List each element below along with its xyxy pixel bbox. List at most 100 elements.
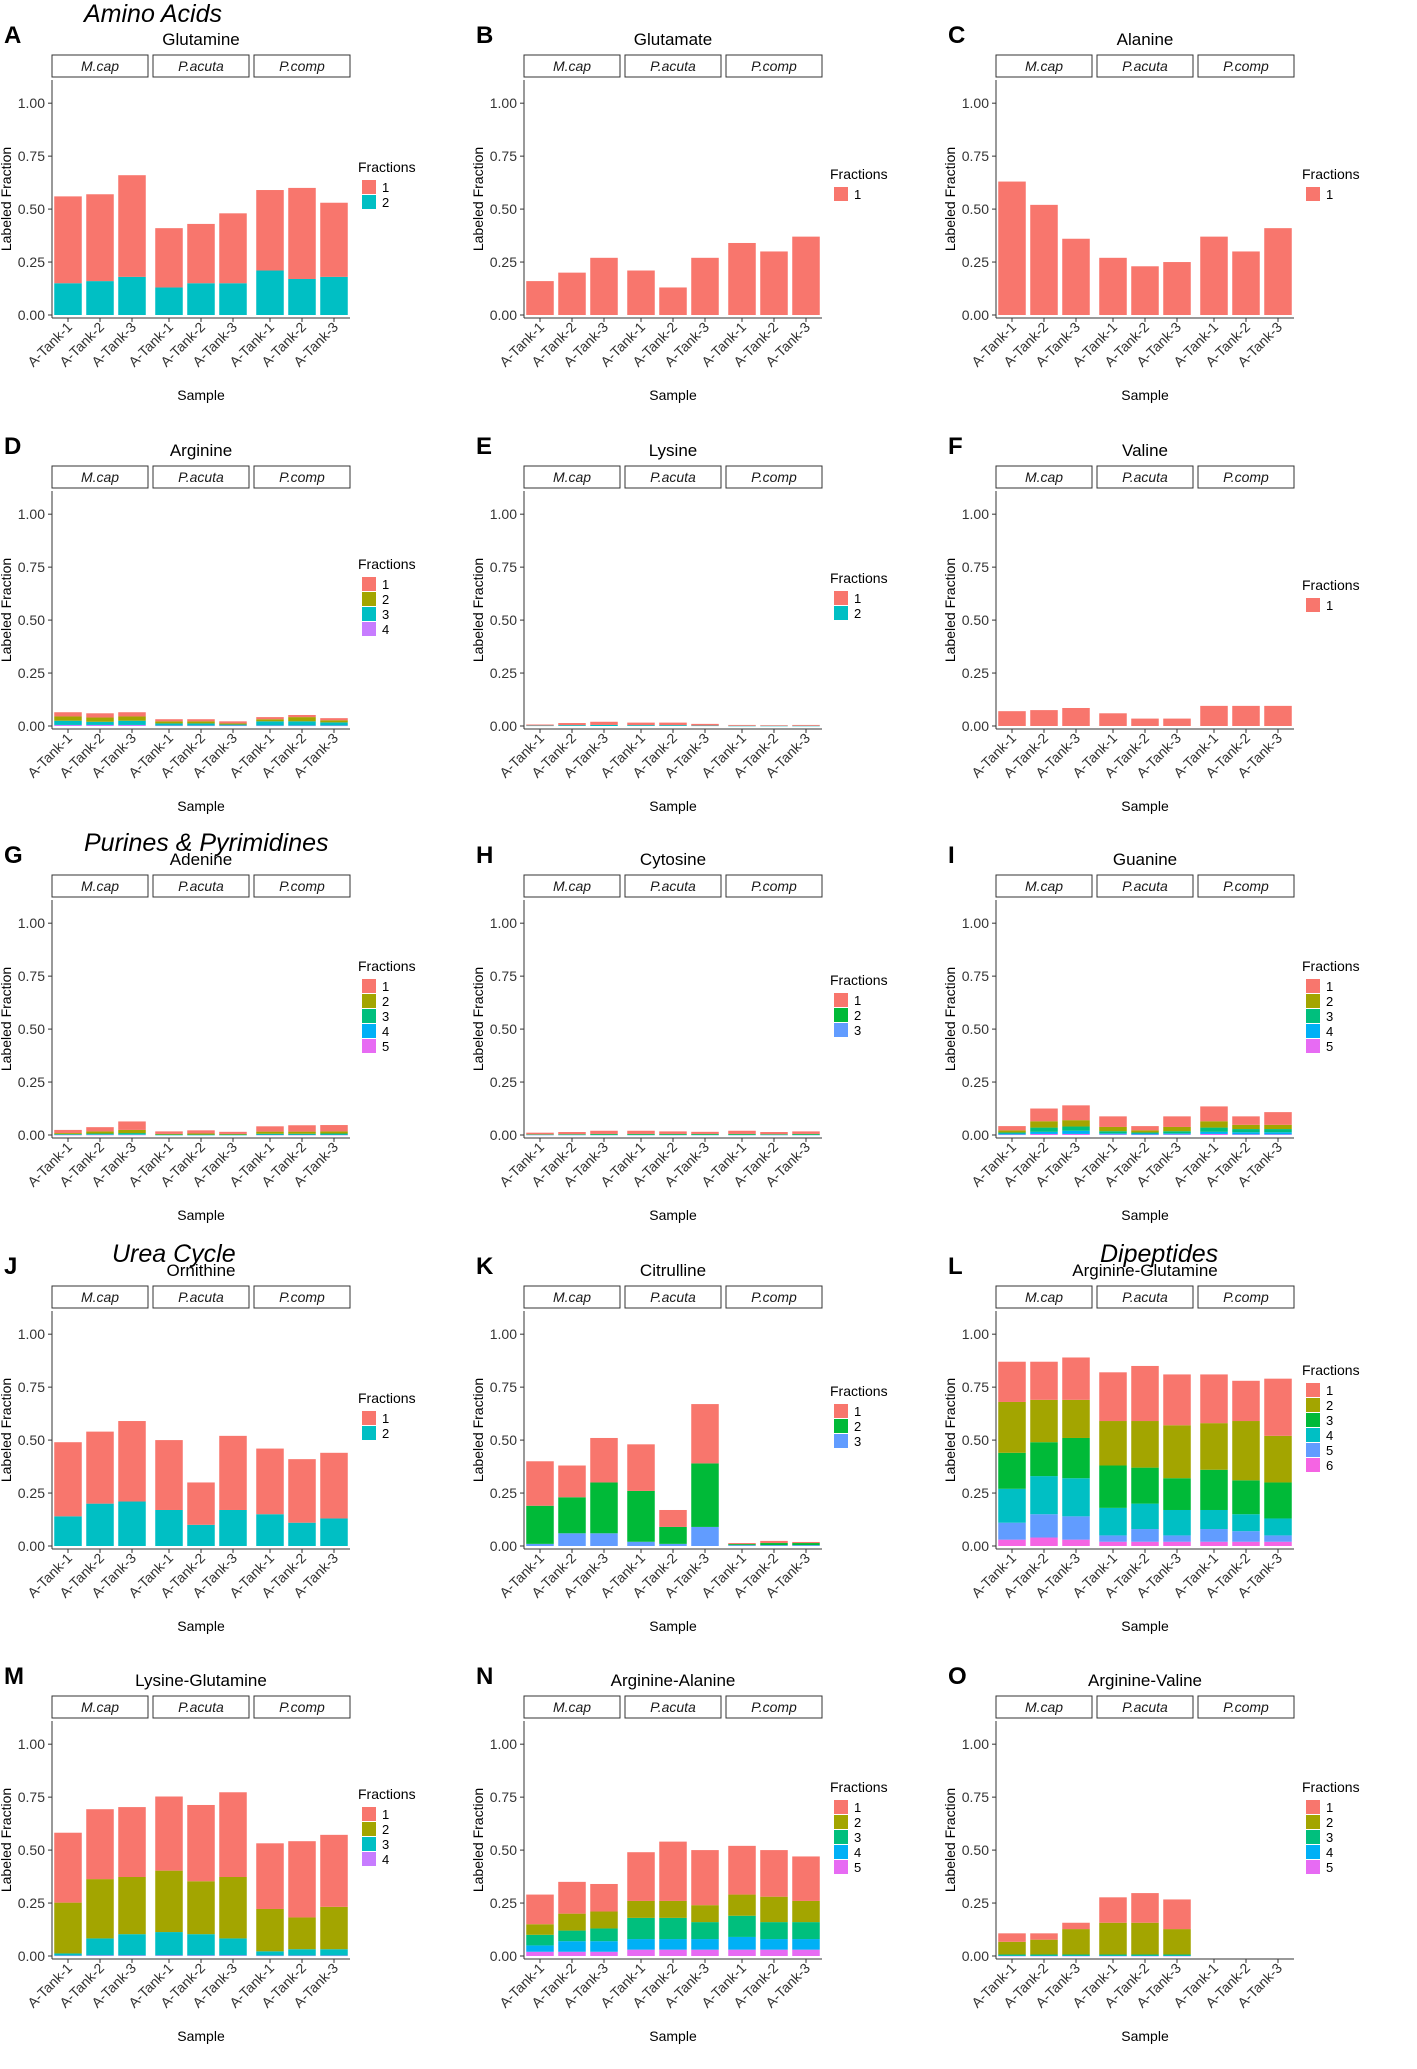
bar-arginine-glutamine-fraction-4 [1200, 1509, 1228, 1530]
legend-label: 5 [854, 1860, 861, 1875]
bar-adenine-fraction-3 [155, 1134, 183, 1136]
bar-citrulline-fraction-3 [558, 1533, 586, 1546]
facet-strip [725, 1285, 823, 1309]
chart-title: Glutamate [634, 30, 712, 49]
bar-lysine-glutamine-fraction-1 [288, 1841, 316, 1918]
bar-glutamate-fraction-1 [590, 257, 618, 315]
bar-valine-fraction-1 [998, 711, 1026, 726]
bar-citrulline-fraction-2 [792, 1543, 820, 1546]
y-tick-label: 0.25 [962, 665, 989, 681]
y-tick-label: 0.75 [490, 968, 517, 984]
bar-ornithine-fraction-1 [288, 1459, 316, 1523]
section-title-urea-cycle: Urea Cycle [112, 1240, 236, 1268]
bar-glutamine-fraction-2 [320, 276, 348, 315]
bar-ornithine-fraction-2 [320, 1518, 348, 1546]
bar-lysine-glutamine-fraction-4 [155, 1955, 183, 1956]
y-axis-label: Labeled Fraction [470, 1378, 486, 1482]
facet-strip [1197, 465, 1295, 489]
y-axis-label: Labeled Fraction [942, 1378, 958, 1482]
bar-citrulline-fraction-1 [728, 1543, 756, 1545]
bar-arginine-alanine-fraction-1 [728, 1845, 756, 1895]
panel-i: I Guanine M.cap P.acuta P.comp 0.00 0.25 0.50 0.… [942, 842, 1360, 1223]
bar-guanine-fraction-3 [1232, 1129, 1260, 1133]
bar-guanine-fraction-2 [1232, 1124, 1260, 1130]
bar-cytosine-fraction-1 [659, 1131, 687, 1134]
facet-label: P.acuta [1122, 878, 1168, 894]
bar-arginine-glutamine-fraction-3 [998, 1452, 1026, 1489]
bar-cytosine-fraction-1 [526, 1132, 554, 1135]
y-tick-label: 0.25 [490, 1895, 517, 1911]
y-tick-label: 1.00 [18, 915, 45, 931]
bar-glutamate-fraction-1 [558, 272, 586, 315]
bar-guanine-fraction-2 [1264, 1124, 1292, 1130]
facet-label: M.cap [553, 469, 591, 485]
facet-label: M.cap [1025, 58, 1063, 74]
bar-glutamine-fraction-1 [219, 213, 247, 284]
bar-guanine-fraction-1 [1200, 1106, 1228, 1122]
y-tick-label: 0.75 [490, 1789, 517, 1805]
facet-strip [1096, 874, 1194, 898]
bar-arginine-valine-fraction-2 [998, 1941, 1026, 1955]
legend-label: 1 [854, 993, 861, 1008]
bar-arginine-alanine-fraction-3 [526, 1934, 554, 1946]
bar-lysine-glutamine-fraction-4 [256, 1955, 284, 1957]
bar-cytosine-fraction-1 [590, 1130, 618, 1134]
bar-arginine-alanine-fraction-1 [526, 1894, 554, 1925]
bar-adenine-fraction-1 [155, 1131, 183, 1134]
chart-title: Ornithine [167, 1261, 236, 1280]
bar-arginine-fraction-1 [219, 721, 247, 724]
facet-strip [152, 465, 250, 489]
bar-adenine-fraction-4 [86, 1134, 114, 1135]
bar-arginine-alanine-fraction-2 [659, 1900, 687, 1918]
x-axis-label: Sample [177, 1618, 225, 1634]
legend-label: 1 [382, 1807, 389, 1822]
bar-citrulline-fraction-2 [590, 1482, 618, 1534]
bar-citrulline-fraction-3 [526, 1543, 554, 1546]
bar-arginine-alanine-fraction-3 [691, 1922, 719, 1940]
bar-arginine-alanine-fraction-2 [590, 1911, 618, 1929]
bar-arginine-valine-fraction-4 [1030, 1955, 1058, 1957]
bar-arginine-alanine-fraction-3 [760, 1922, 788, 1940]
bar-adenine-fraction-1 [86, 1127, 114, 1132]
bar-arginine-glutamine-fraction-2 [1200, 1423, 1228, 1470]
bar-arginine-fraction-2 [155, 721, 183, 724]
bar-arginine-glutamine-fraction-2 [1264, 1435, 1292, 1483]
x-axis-label: Sample [649, 2028, 697, 2044]
facet-strip [1197, 54, 1295, 78]
facet-strip [725, 874, 823, 898]
bar-lysine-fraction-2 [760, 725, 788, 727]
panel-l: L Arginine-Glutamine M.cap P.acuta P.comp 0.0… [942, 1253, 1360, 1634]
bar-valine-fraction-1 [1232, 705, 1260, 726]
bar-arginine-glutamine-fraction-4 [1030, 1476, 1058, 1515]
bar-lysine-fraction-1 [728, 724, 756, 726]
bar-adenine-fraction-2 [86, 1131, 114, 1134]
bar-cytosine-fraction-2 [728, 1133, 756, 1135]
legend-swatch [362, 622, 376, 636]
bar-glutamine-fraction-1 [155, 228, 183, 288]
bar-guanine-fraction-5 [998, 1134, 1026, 1136]
bar-arginine-glutamine-fraction-2 [1030, 1399, 1058, 1443]
bar-guanine-fraction-1 [1099, 1116, 1127, 1127]
bar-arginine-alanine-fraction-1 [627, 1852, 655, 1901]
legend-swatch [362, 607, 376, 621]
bar-ornithine-fraction-2 [86, 1503, 114, 1546]
bar-citrulline-fraction-2 [558, 1497, 586, 1534]
bar-adenine-fraction-3 [219, 1134, 247, 1136]
bar-cytosine-fraction-2 [691, 1133, 719, 1135]
bar-lysine-glutamine-fraction-4 [219, 1955, 247, 1956]
bar-adenine-fraction-1 [54, 1129, 82, 1134]
y-tick-label: 0.00 [490, 1127, 517, 1143]
legend-swatch [1306, 1443, 1320, 1457]
y-tick-label: 1.00 [490, 506, 517, 522]
legend-swatch [362, 1837, 376, 1851]
bar-arginine-glutamine-fraction-4 [1232, 1514, 1260, 1532]
bar-lysine-glutamine-fraction-1 [54, 1832, 82, 1903]
legend-label: 4 [382, 1024, 389, 1039]
y-tick-label: 0.00 [490, 1538, 517, 1554]
bar-citrulline-fraction-3 [792, 1545, 820, 1546]
x-axis-label: Sample [1121, 2028, 1169, 2044]
bar-arginine-fraction-1 [320, 718, 348, 721]
y-tick-label: 0.00 [962, 718, 989, 734]
bar-cytosine-fraction-3 [590, 1134, 618, 1136]
bar-glutamine-fraction-2 [288, 278, 316, 315]
